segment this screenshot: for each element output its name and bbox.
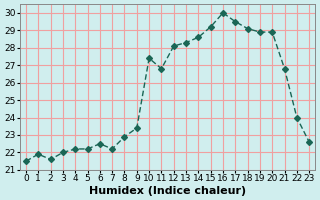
X-axis label: Humidex (Indice chaleur): Humidex (Indice chaleur): [89, 186, 246, 196]
